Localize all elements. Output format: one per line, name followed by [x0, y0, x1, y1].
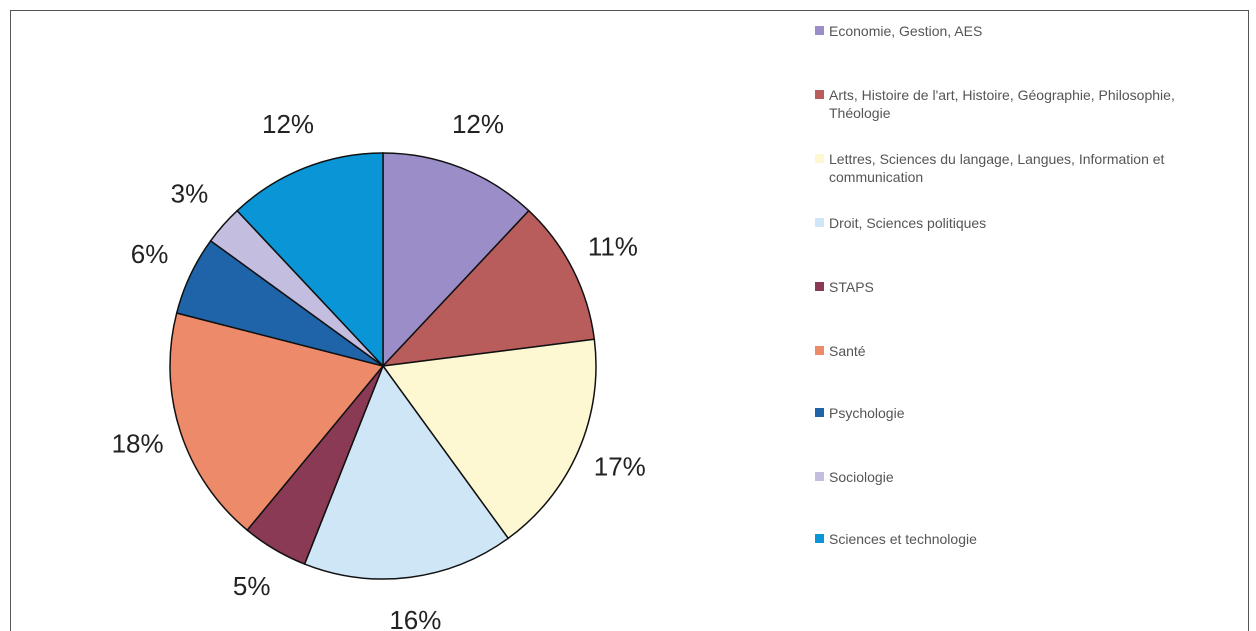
legend-label: Santé: [829, 343, 866, 359]
legend-swatch: [815, 90, 824, 99]
legend-swatch: [815, 346, 824, 355]
legend-item: Psychologie: [815, 404, 1219, 422]
slice-label: 3%: [171, 178, 209, 208]
legend-item: Arts, Histoire de l'art, Histoire, Géogr…: [815, 86, 1219, 122]
legend-item: Droit, Sciences politiques: [815, 214, 1219, 232]
legend-label: Lettres, Sciences du langage, Langues, I…: [829, 151, 1165, 185]
legend-item: Sociologie: [815, 468, 1219, 486]
slice-label: 18%: [112, 429, 164, 459]
legend-swatch: [815, 534, 824, 543]
frame: [10, 10, 1249, 631]
pie-slice: [169, 312, 385, 532]
legend-label: Sociologie: [829, 469, 894, 485]
legend-item: STAPS: [815, 278, 1219, 296]
legend-swatch: [815, 282, 824, 291]
slice-label: 12%: [262, 109, 314, 139]
legend-swatch: [815, 408, 824, 417]
legend-label: Psychologie: [829, 405, 905, 421]
legend-swatch: [815, 472, 824, 481]
legend-label: Economie, Gestion, AES: [829, 23, 983, 39]
slice-label: 6%: [131, 239, 169, 269]
legend-swatch: [815, 218, 824, 227]
legend-swatch: [815, 154, 824, 163]
slice-label: 5%: [233, 571, 271, 601]
legend-label: Sciences et technologie: [829, 531, 977, 547]
legend-label: STAPS: [829, 279, 874, 295]
legend-item: Lettres, Sciences du langage, Langues, I…: [815, 150, 1219, 186]
slice-label: 11%: [588, 232, 638, 262]
legend-item: Sciences et technologie: [815, 530, 1219, 548]
legend-item: Economie, Gestion, AES: [815, 22, 1219, 40]
pie-slice: [381, 209, 596, 368]
legend-swatch: [815, 26, 824, 35]
pie-slice: [236, 152, 384, 368]
pie-slice: [381, 338, 597, 540]
slice-label: 16%: [389, 605, 441, 631]
pie-slice: [303, 364, 510, 580]
slice-label: 17%: [594, 451, 646, 481]
legend-item: Santé: [815, 342, 1219, 360]
legend-label: Droit, Sciences politiques: [829, 215, 987, 231]
pie-slice: [382, 152, 530, 368]
slice-label: 12%: [452, 109, 504, 139]
legend-label: Arts, Histoire de l'art, Histoire, Géogr…: [829, 87, 1175, 121]
